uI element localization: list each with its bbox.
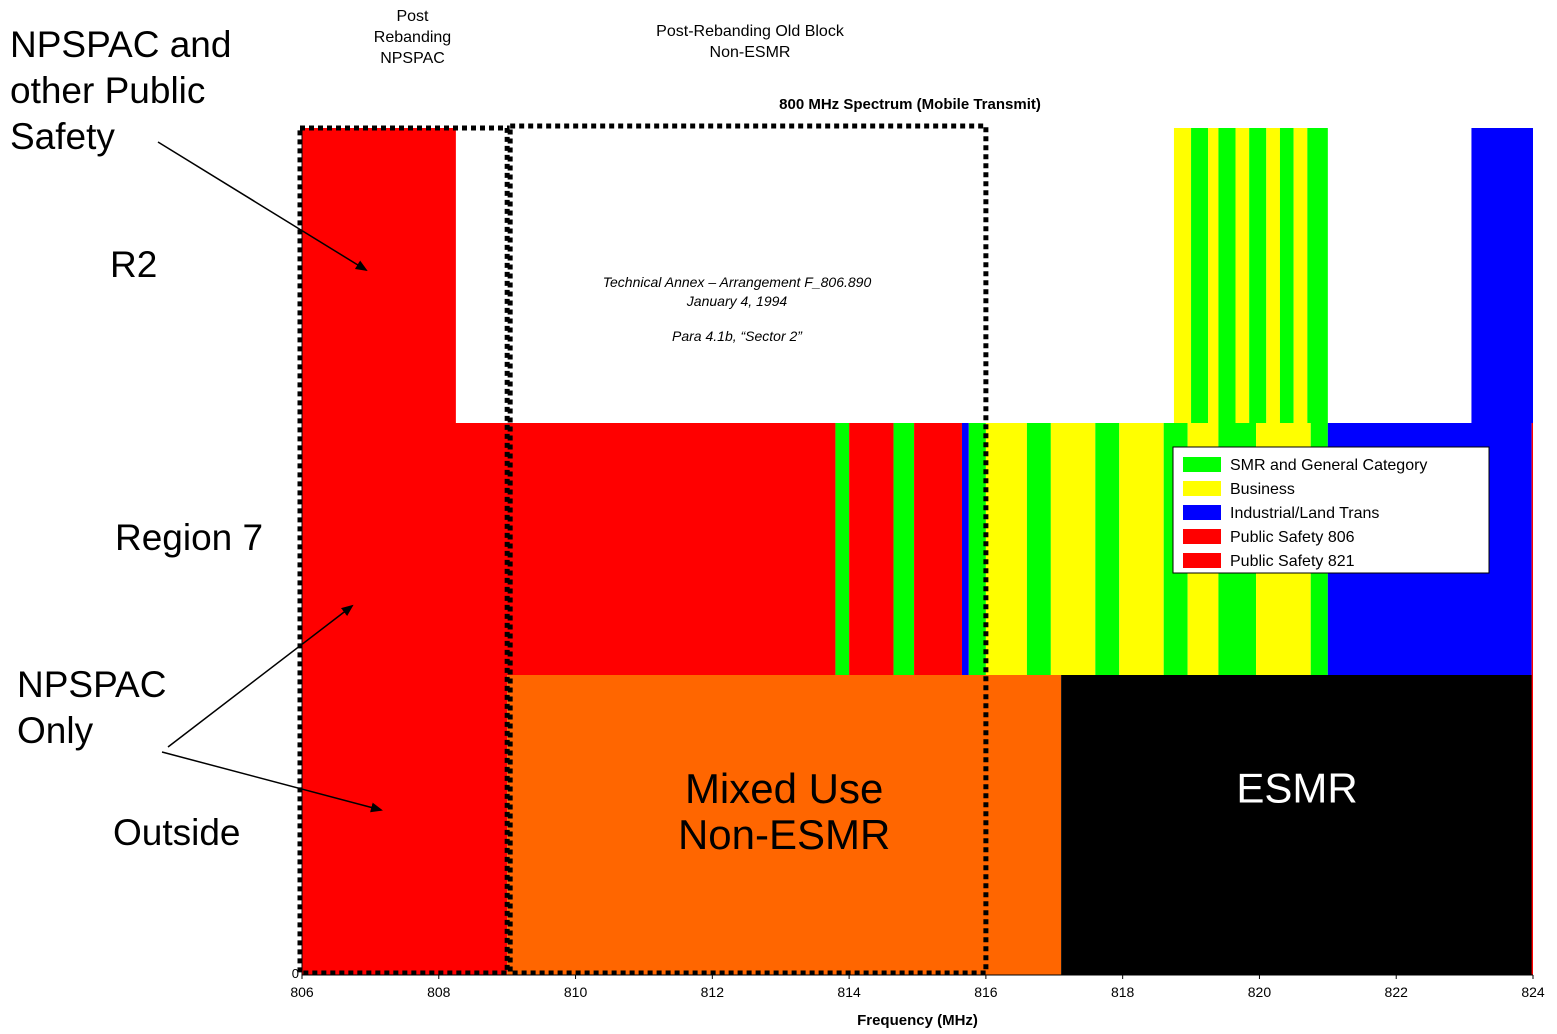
tier-label-outside: Outside xyxy=(113,812,241,853)
x-tick-label: 824 xyxy=(1521,984,1545,1000)
bar-r2-business xyxy=(1293,128,1308,423)
arrow-to-region-7 xyxy=(167,604,354,748)
chart-title: 800 MHz Spectrum (Mobile Transmit) xyxy=(779,96,1041,113)
legend-label-smr-and-general-category: SMR and General Category xyxy=(1230,457,1427,474)
legend-swatch-public-safety-821 xyxy=(1183,553,1221,568)
label-npspac-and-other-public-safety: NPSPAC and other Public Safety xyxy=(10,24,232,157)
bar-region-7-smr-and-general-category xyxy=(1026,423,1051,675)
legend-label-public-safety-821: Public Safety 821 xyxy=(1230,553,1355,570)
bar-region-7-smr-and-general-category xyxy=(835,423,850,675)
annotation-line: Technical Annex – Arrangement F_806.890 xyxy=(603,274,872,290)
bar-r2-smr-and-general-category xyxy=(1307,128,1328,423)
bar-outside-mixed-use-non-esmr xyxy=(507,675,1062,975)
legend-label-public-safety-806: Public Safety 806 xyxy=(1230,529,1355,546)
bar-r2-smr-and-general-category xyxy=(1191,128,1209,423)
bar-region-7-public-safety-806 xyxy=(849,423,894,675)
bar-r2-industrial-land-trans xyxy=(1471,128,1533,423)
post-rebanding-old-block-label: Post-Rebanding Old Block Non-ESMR xyxy=(656,23,844,61)
x-tick-label: 818 xyxy=(1111,984,1135,1000)
x-tick-label: 812 xyxy=(701,984,725,1000)
bar-r2-smr-and-general-category xyxy=(1218,128,1236,423)
legend-swatch-business xyxy=(1183,481,1221,496)
bar-outside-esmr xyxy=(1061,675,1533,975)
bar-region-7-industrial-land-trans xyxy=(961,423,969,675)
bar-region-7-smr-and-general-category xyxy=(968,423,986,675)
bar-r2-business xyxy=(1208,128,1219,423)
arrow-to-r2 xyxy=(157,141,368,272)
bar-region-7-business xyxy=(985,423,1027,675)
x-tick-label: 822 xyxy=(1385,984,1409,1000)
x-axis-title: Frequency (MHz) xyxy=(857,1012,978,1029)
bar-outside-public-safety-821 xyxy=(1531,675,1533,975)
bar-r2-business xyxy=(1266,128,1280,423)
x-tick-label: 806 xyxy=(290,984,314,1000)
dotted-box-post-rebanding-npspac xyxy=(297,125,510,976)
legend-swatch-public-safety-806 xyxy=(1183,529,1221,544)
bar-region-7-public-safety-806 xyxy=(914,423,962,675)
annotation-line: Para 4.1b, “Sector 2” xyxy=(672,328,803,344)
bar-r2-business xyxy=(1235,128,1250,423)
bar-region-7-business xyxy=(1119,423,1164,675)
block-label-mixed-use-non-esmr: Mixed Use Non-ESMR xyxy=(678,765,890,858)
tier-label-r2: R2 xyxy=(110,244,158,285)
legend-label-business: Business xyxy=(1230,481,1295,498)
annotation-line: January 4, 1994 xyxy=(686,293,788,309)
legend-label-industrial-land-trans: Industrial/Land Trans xyxy=(1230,505,1379,522)
bar-r2-business xyxy=(1173,128,1192,423)
tier-label-region-7: Region 7 xyxy=(115,517,264,558)
bar-region-7-public-safety-821 xyxy=(1531,423,1533,675)
x-tick-label: 808 xyxy=(427,984,451,1000)
y-tick-label: 0 xyxy=(292,966,299,981)
bar-r2-public-safety-806 xyxy=(302,128,456,423)
x-tick-label: 810 xyxy=(564,984,588,1000)
post-rebanding-npspac-label: Post Rebanding NPSPAC xyxy=(373,8,452,67)
bar-region-7-smr-and-general-category xyxy=(893,423,915,675)
bar-region-7-business xyxy=(1050,423,1096,675)
legend-swatch-industrial-land-trans xyxy=(1183,505,1221,520)
dotted-box-post-rebanding-old-block-non-esmr xyxy=(507,123,989,976)
x-tick-label: 820 xyxy=(1248,984,1272,1000)
legend-swatch-smr-and-general-category xyxy=(1183,457,1221,472)
bar-r2-smr-and-general-category xyxy=(1249,128,1267,423)
x-tick-label: 816 xyxy=(974,984,998,1000)
x-tick-label: 814 xyxy=(837,984,861,1000)
bar-region-7-smr-and-general-category xyxy=(1095,423,1120,675)
bar-region-7-public-safety-806 xyxy=(302,423,836,675)
label-npspac-only: NPSPAC Only xyxy=(17,664,167,751)
bar-r2-smr-and-general-category xyxy=(1279,128,1294,423)
block-label-esmr: ESMR xyxy=(1236,765,1357,812)
arrow-to-outside xyxy=(161,751,383,813)
legend-box xyxy=(1172,446,1490,574)
